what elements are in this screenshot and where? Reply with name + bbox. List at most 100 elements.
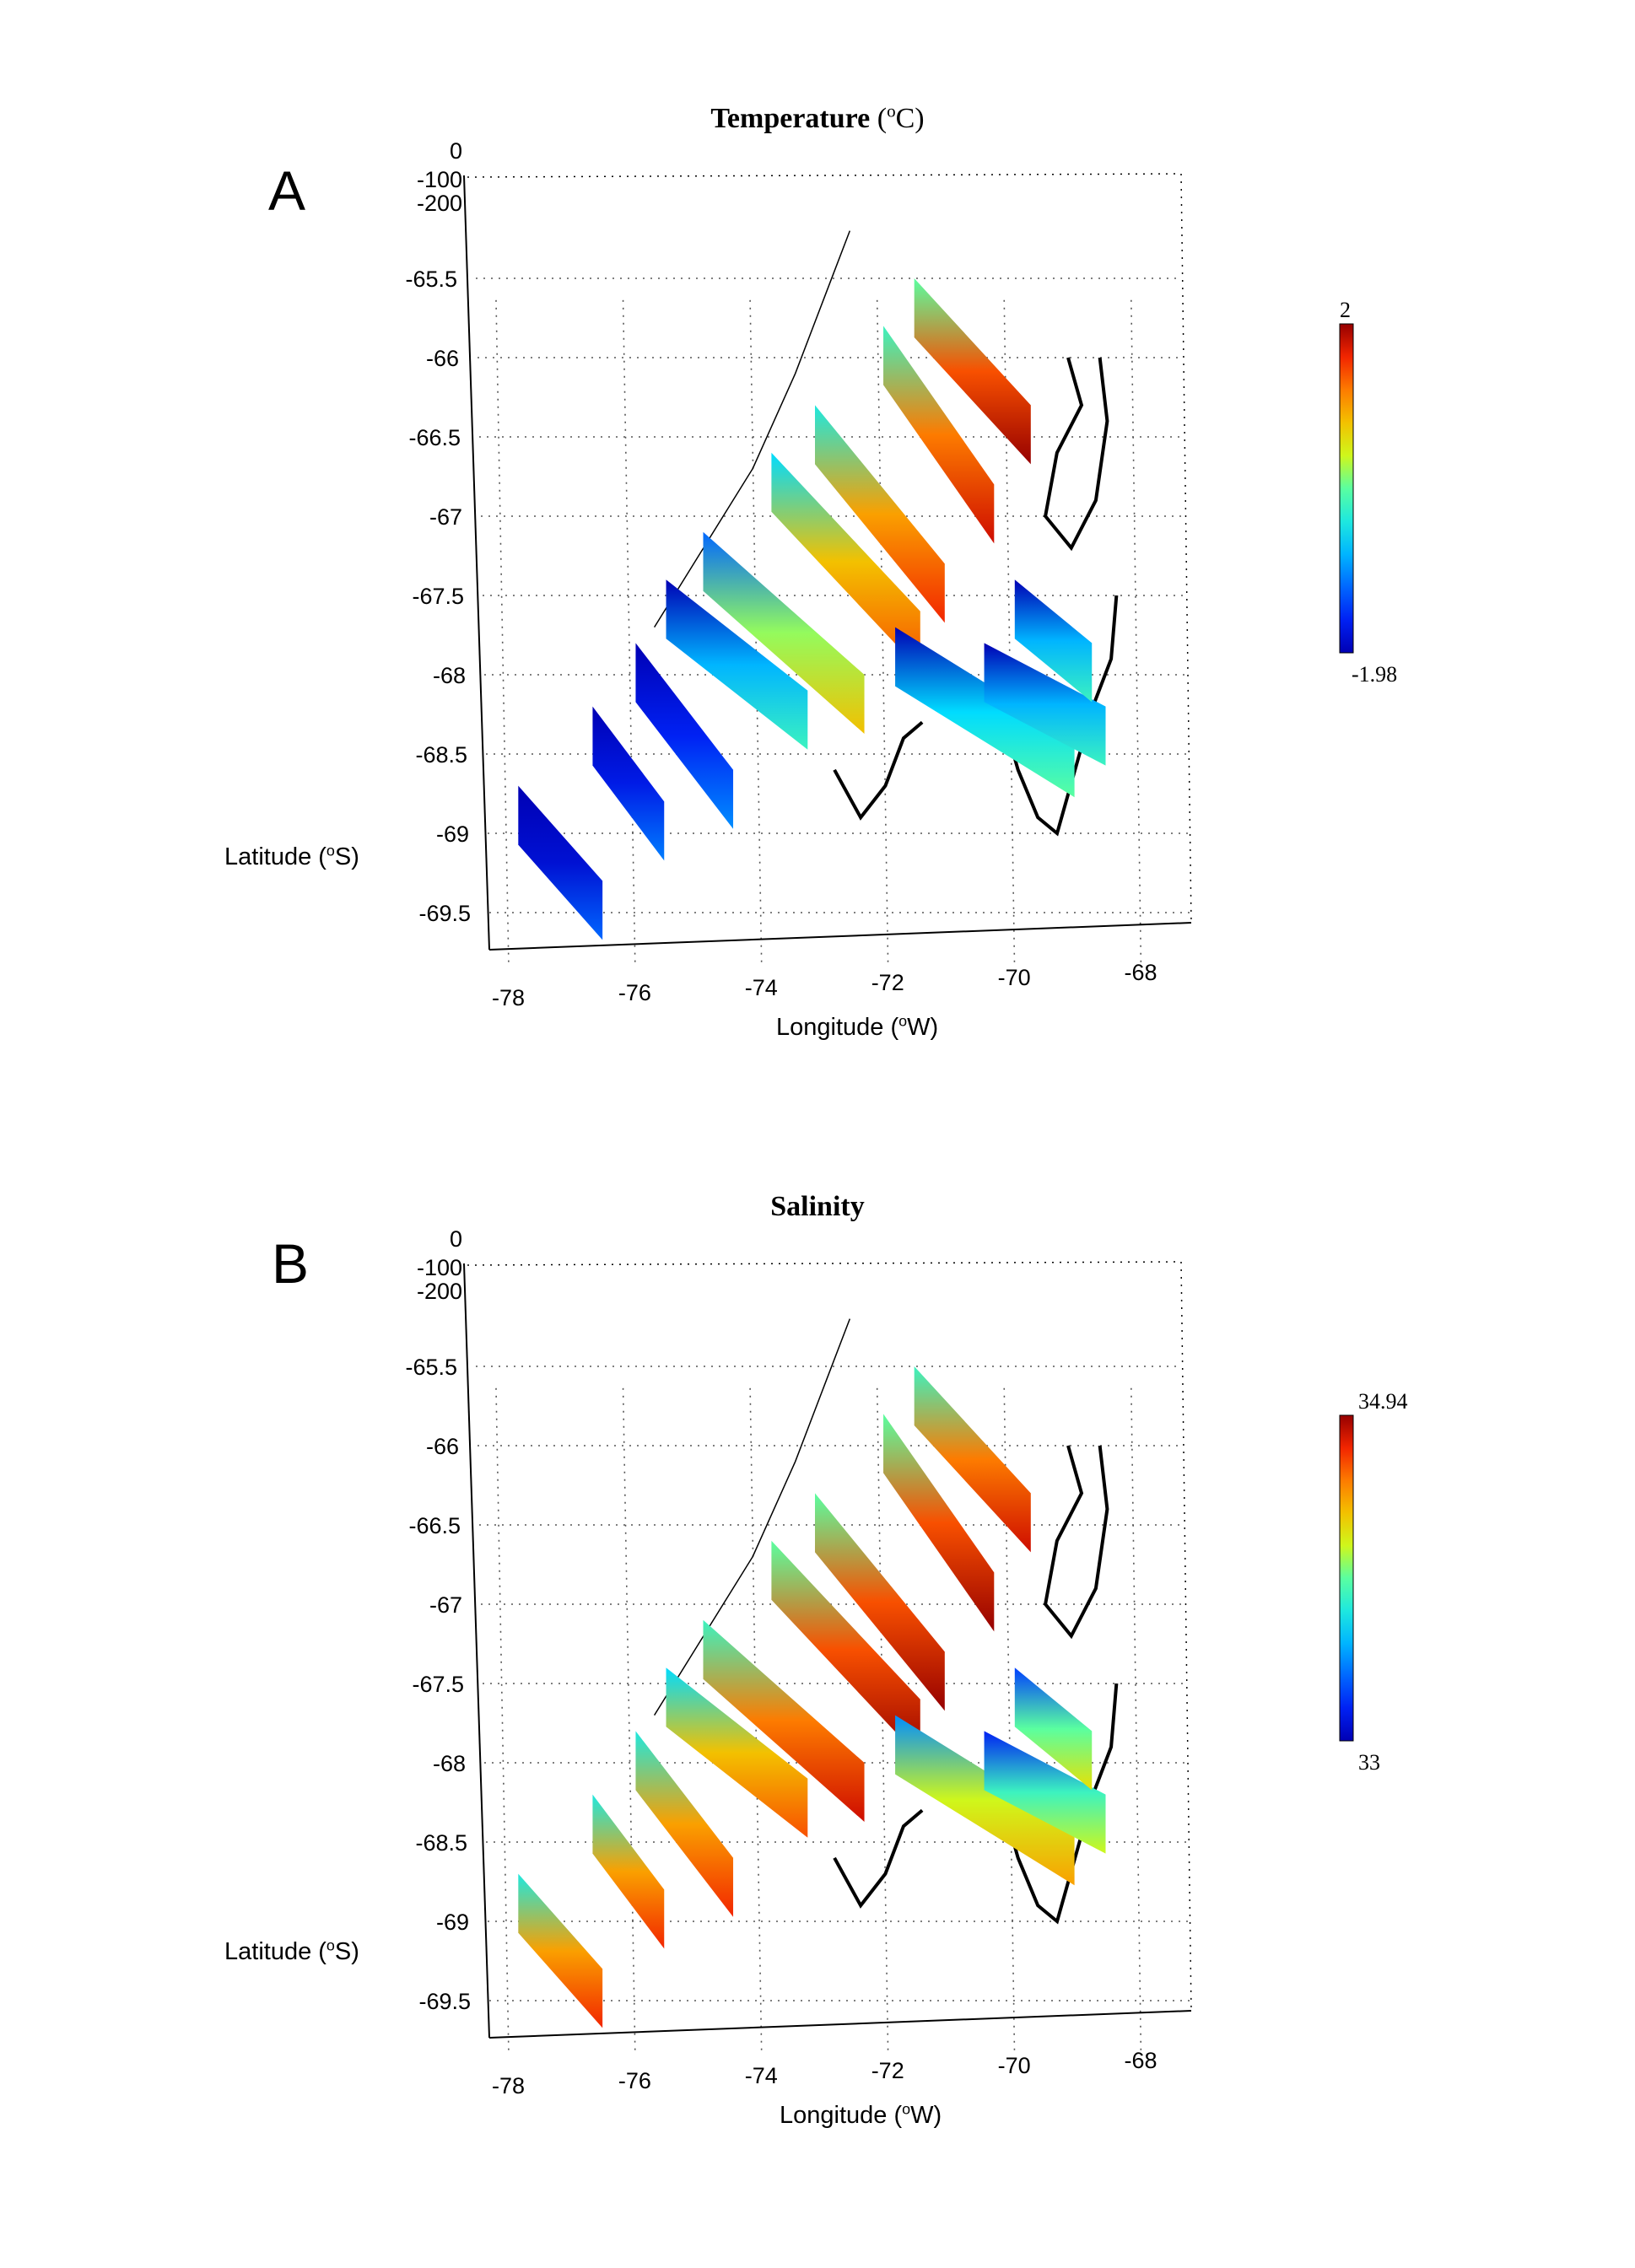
depth-tick-label: -100 bbox=[417, 1255, 462, 1280]
colorbar bbox=[1339, 1414, 1354, 1742]
x-tick-label: -76 bbox=[618, 980, 651, 1005]
y-tick-label: -67 bbox=[429, 1592, 462, 1618]
x-axis-line bbox=[488, 922, 1192, 951]
transect-section bbox=[518, 1873, 603, 2028]
y-tick-label: -68.5 bbox=[415, 742, 467, 768]
y-tick-label: -65.5 bbox=[405, 1355, 457, 1380]
title-unit: (oC) bbox=[877, 100, 925, 134]
grid-line bbox=[622, 1387, 636, 2050]
coastline bbox=[1043, 1445, 1109, 1640]
bathymetry-contour bbox=[653, 230, 851, 628]
y-tick-label: -68 bbox=[433, 1751, 466, 1776]
x-axis-line bbox=[488, 2010, 1192, 2039]
depth-tick-label: -200 bbox=[417, 191, 462, 216]
transect-section bbox=[635, 643, 734, 829]
grid-line bbox=[1130, 299, 1142, 962]
right-edge bbox=[1180, 173, 1192, 924]
y-tick-label: -68 bbox=[433, 663, 466, 688]
transect-section bbox=[914, 278, 1031, 465]
y-tick-label: -69 bbox=[436, 1910, 469, 1935]
grid-line bbox=[495, 299, 510, 962]
transect-section bbox=[592, 706, 665, 861]
transect-section bbox=[666, 1667, 808, 1838]
coastline bbox=[833, 1808, 924, 1909]
x-tick-label: -72 bbox=[871, 970, 904, 995]
colorbar-max-label: 2 bbox=[1340, 298, 1351, 322]
panel-label: B bbox=[272, 1232, 310, 1295]
salinity-panel: B Salinity -65.5 -66 -66.5 -67 -67.5 -68 -68.5… bbox=[0, 1088, 1635, 2176]
plot-area: -65.5 -66 -66.5 -67 -67.5 -68 -68.5 -69 -69.5 0 -1… bbox=[405, 1226, 1408, 2098]
x-tick-label: -76 bbox=[618, 2068, 651, 2093]
x-tick-label: -68 bbox=[1125, 960, 1157, 985]
y-tick-label: -69.5 bbox=[418, 1989, 471, 2014]
transect-section bbox=[883, 1414, 995, 1632]
transect-section bbox=[814, 405, 945, 623]
right-edge bbox=[1180, 1261, 1192, 2012]
grid-line bbox=[1130, 1387, 1142, 2050]
transect-section bbox=[814, 1493, 945, 1711]
y-axis-line bbox=[463, 175, 490, 951]
depth-tick-label: 0 bbox=[450, 1226, 462, 1252]
x-tick-label: -78 bbox=[492, 985, 525, 1010]
x-axis-label: Longitude (oW) bbox=[780, 2100, 942, 2129]
panel-label: A bbox=[268, 159, 306, 222]
y-tick-label: -66.5 bbox=[408, 1513, 461, 1538]
y-tick-label: -66.5 bbox=[408, 425, 461, 450]
y-tick-label: -67 bbox=[429, 504, 462, 530]
x-tick-label: -70 bbox=[998, 965, 1031, 990]
x-axis-label: Longitude (oW) bbox=[776, 1012, 939, 1041]
temperature-panel: A Temperature (oC) -65.5 -66 -66.5 -67 -67.5… bbox=[0, 0, 1635, 1088]
transect-section bbox=[914, 1366, 1031, 1553]
transect-section bbox=[984, 1731, 1106, 1854]
colorbar-max-label: 34.94 bbox=[1358, 1389, 1408, 1414]
x-tick-label: -70 bbox=[998, 2053, 1031, 2078]
depth-tick-label: 0 bbox=[450, 138, 462, 164]
grid-line bbox=[622, 299, 636, 962]
transect-section bbox=[592, 1794, 665, 1949]
y-axis-line bbox=[463, 1263, 490, 2039]
y-tick-label: -69.5 bbox=[418, 901, 471, 926]
transect-section bbox=[895, 1715, 1075, 1886]
depth-tick-label: -100 bbox=[417, 167, 462, 192]
top-edge bbox=[467, 173, 1182, 178]
chart-title-text: Salinity bbox=[770, 1191, 865, 1222]
y-tick-label: -67.5 bbox=[412, 1672, 464, 1697]
depth-tick-label: -200 bbox=[417, 1279, 462, 1304]
x-tick-label: -72 bbox=[871, 2058, 904, 2083]
transect-section bbox=[703, 531, 865, 734]
transect-section bbox=[1014, 1667, 1093, 1791]
y-tick-label: -68.5 bbox=[415, 1830, 467, 1856]
x-tick-label: -68 bbox=[1125, 2048, 1157, 2073]
y-tick-label: -66 bbox=[426, 346, 459, 371]
transect-section bbox=[883, 326, 995, 544]
x-tick-label: -78 bbox=[492, 2073, 525, 2098]
x-tick-label: -74 bbox=[745, 975, 778, 1000]
transect-section bbox=[771, 452, 920, 671]
transect-section bbox=[518, 785, 603, 940]
chart-title: Temperature (oC) bbox=[0, 100, 1635, 135]
transect-section bbox=[703, 1619, 865, 1822]
top-edge bbox=[467, 1261, 1182, 1266]
y-axis-label: Latitude (oS) bbox=[224, 1937, 359, 1965]
colorbar-min-label: -1.98 bbox=[1352, 662, 1397, 687]
transect-section bbox=[1014, 579, 1093, 703]
bathymetry-contour bbox=[653, 1318, 851, 1716]
chart-title-text: Temperature bbox=[710, 103, 871, 134]
plot-area: -65.5 -66 -66.5 -67 -67.5 -68 -68.5 -69 -69.5 0 -1… bbox=[405, 138, 1397, 1010]
coastline bbox=[1043, 357, 1109, 552]
y-tick-label: -69 bbox=[436, 822, 469, 847]
transect-section bbox=[984, 643, 1106, 766]
y-tick-label: -67.5 bbox=[412, 584, 464, 609]
coastline bbox=[833, 720, 924, 821]
transect-section bbox=[771, 1540, 920, 1759]
transect-section bbox=[666, 579, 808, 750]
grid-line bbox=[495, 1387, 510, 2050]
colorbar bbox=[1339, 323, 1354, 654]
x-tick-label: -74 bbox=[745, 2063, 778, 2088]
colorbar-min-label: 33 bbox=[1358, 1750, 1380, 1775]
transect-section bbox=[635, 1731, 734, 1917]
y-tick-label: -65.5 bbox=[405, 267, 457, 292]
y-tick-label: -66 bbox=[426, 1434, 459, 1459]
chart-title: Salinity bbox=[0, 1191, 1635, 1223]
y-axis-label: Latitude (oS) bbox=[224, 842, 359, 870]
